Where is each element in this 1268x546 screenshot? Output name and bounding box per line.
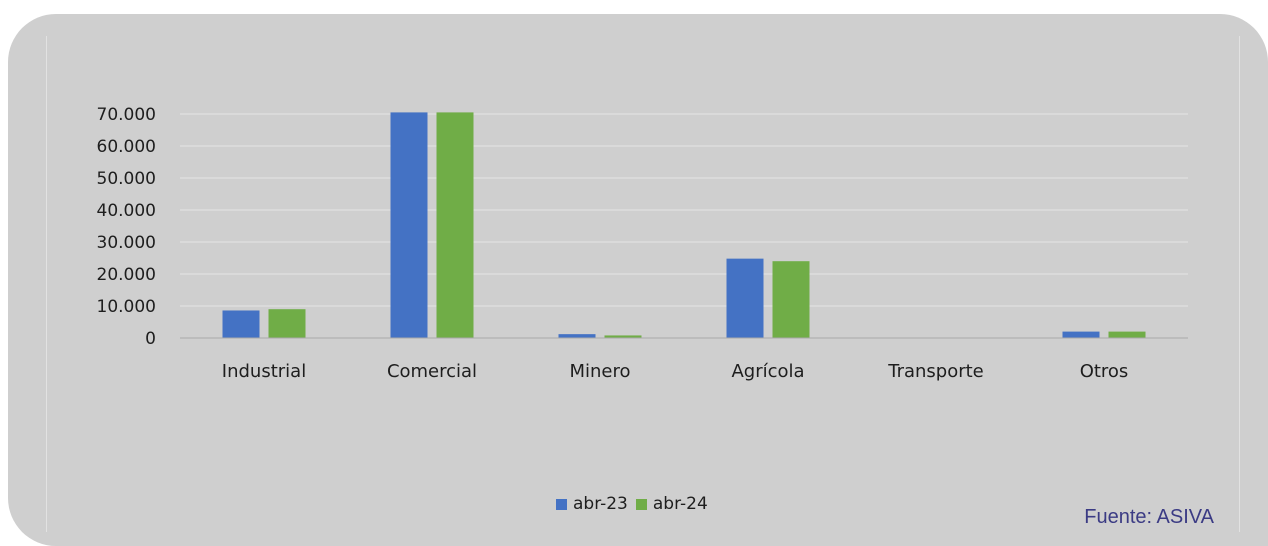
- x-tick-label: Agrícola: [731, 361, 804, 382]
- bars: [222, 112, 1146, 339]
- legend-label-abr-24: abr-24: [652, 494, 708, 514]
- chart-card: [8, 14, 1268, 546]
- plot-frame: [46, 36, 1240, 532]
- x-axis-labels: Industrial Comercial Minero Agrícola Transpo…: [222, 361, 1129, 382]
- bar-abr-23-otros: [1062, 331, 1100, 338]
- y-tick-label: 60.000: [97, 137, 156, 157]
- source-note: Fuente: ASIVA: [1084, 506, 1214, 528]
- bar-abr-24-comercial: [436, 112, 474, 339]
- legend-label-abr-23: abr-23: [573, 494, 628, 514]
- legend-swatch-abr-24: [635, 498, 647, 510]
- legend-item-abr-23: abr-23: [556, 494, 628, 514]
- y-tick-label: 10.000: [97, 297, 156, 317]
- x-tick-label: Transporte: [887, 361, 984, 382]
- bar-abr-23-industrial: [222, 310, 260, 338]
- bar-abr-23-agrícola: [726, 258, 764, 338]
- bar-abr-24-minero: [604, 335, 642, 338]
- gridlines: [180, 113, 1188, 307]
- x-tick-label: Minero: [569, 361, 630, 382]
- x-tick-label: Industrial: [222, 361, 306, 382]
- y-tick-label: 20.000: [97, 265, 156, 285]
- x-tick-label: Otros: [1080, 361, 1129, 382]
- y-tick-label: 40.000: [97, 201, 156, 221]
- y-tick-label: 50.000: [97, 169, 156, 189]
- bar-abr-24-industrial: [268, 309, 306, 338]
- bar-abr-23-minero: [558, 334, 596, 338]
- x-tick-label: Comercial: [387, 361, 477, 382]
- y-tick-label: 70.000: [97, 105, 156, 125]
- legend-swatch-abr-23: [556, 498, 567, 510]
- bar-abr-24-agrícola: [772, 261, 810, 338]
- y-axis-ticks: 0 10.000 20.000 30.000 40.000 50.000 60.000 70.…: [97, 105, 156, 349]
- bar-abr-24-otros: [1108, 331, 1146, 338]
- y-tick-label: 0: [145, 329, 156, 349]
- legend-item-abr-24: abr-24: [635, 494, 708, 514]
- legend: abr-23 abr-24: [556, 494, 708, 514]
- bar-abr-23-comercial: [390, 112, 428, 339]
- y-tick-label: 30.000: [97, 233, 156, 253]
